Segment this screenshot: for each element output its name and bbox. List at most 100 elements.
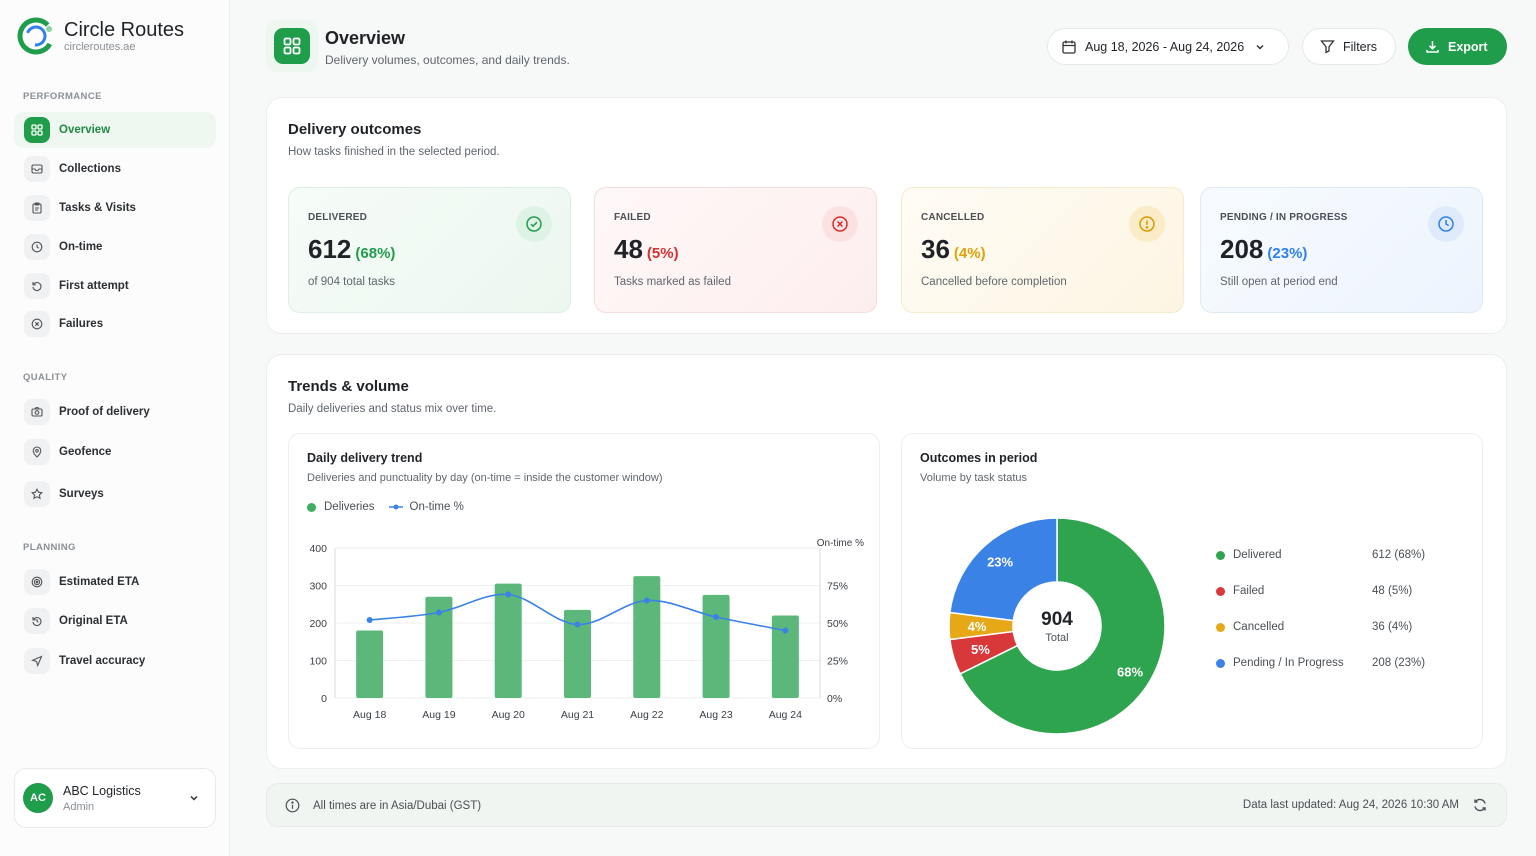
y-right-axis-title: On-time % <box>817 538 864 549</box>
sidebar-item-surveys[interactable]: Surveys <box>14 476 216 512</box>
y-right-tick-label: 25% <box>827 656 848 668</box>
on-time-point <box>435 609 442 616</box>
y-right-tick-label: 75% <box>827 581 848 593</box>
daily-trend-chart-card: Daily delivery trend Deliveries and punc… <box>288 433 880 749</box>
export-button[interactable]: Export <box>1408 28 1507 65</box>
sidebar-item-tasks-visits[interactable]: Tasks & Visits <box>14 190 216 226</box>
account-switcher[interactable]: AC ABC Logistics Admin <box>14 768 216 828</box>
on-time-point <box>366 617 373 623</box>
sidebar-item-label: On-time <box>59 241 103 253</box>
sidebar-item-on-time[interactable]: On-time <box>14 229 216 265</box>
page-icon <box>266 20 318 72</box>
stat-description: Still open at period end <box>1220 276 1338 288</box>
donut-total-value: 904 <box>1041 609 1073 630</box>
brand-name: Circle Routes <box>64 18 185 41</box>
slice-label: 23% <box>987 555 1013 570</box>
card-subtitle: Daily deliveries and status mix over tim… <box>288 403 497 415</box>
clock-icon <box>1428 206 1464 242</box>
stat-label: DELIVERED <box>308 212 368 223</box>
sidebar-item-estimated-eta[interactable]: Estimated ETA <box>14 564 216 600</box>
card-title: Delivery outcomes <box>288 121 422 138</box>
card-subtitle: How tasks finished in the selected perio… <box>288 146 500 158</box>
delivery-outcomes-card: Delivery outcomes How tasks finished in … <box>266 97 1507 334</box>
y-left-tick-label: 400 <box>309 543 327 555</box>
sidebar-item-label: Estimated ETA <box>59 576 140 588</box>
brand-url: circleroutes.ae <box>64 40 136 53</box>
bar-deliveries <box>494 583 522 698</box>
x-circle-icon <box>24 311 50 337</box>
sidebar-item-collections[interactable]: Collections <box>14 151 216 187</box>
info-icon <box>285 798 300 813</box>
camera-icon <box>24 399 50 425</box>
card-title: Trends & volume <box>288 378 409 395</box>
sidebar-item-overview[interactable]: Overview <box>14 112 216 148</box>
x-tick-label: Aug 19 <box>422 709 455 721</box>
slice-label: 4% <box>968 619 987 634</box>
donut-hole <box>1014 583 1100 669</box>
filters-button[interactable]: Filters <box>1302 28 1396 65</box>
legend-item-failed: Failed 48 (5%) <box>1216 585 1446 597</box>
bar-deliveries <box>564 609 591 698</box>
legend-dot <box>1216 550 1225 560</box>
chart-title: Outcomes in period <box>920 451 1038 465</box>
download-icon <box>1426 41 1439 53</box>
chart-subtitle: Volume by task status <box>920 472 1027 484</box>
target-icon <box>24 569 50 595</box>
legend-label-deliveries: Deliveries <box>324 501 375 513</box>
stat-card-delivered[interactable]: DELIVERED 612 (68%) of 904 total tasks <box>288 187 571 313</box>
stat-percent: (5%) <box>646 245 679 262</box>
legend-value: 36 (4%) <box>1372 621 1413 633</box>
sidebar-item-first-attempt[interactable]: First attempt <box>14 268 216 304</box>
inbox-icon <box>24 156 50 182</box>
y-left-tick-label: 0 <box>321 693 327 705</box>
legend-item-pending: Pending / In Progress 208 (23%) <box>1216 657 1446 669</box>
sidebar-item-geofence[interactable]: Geofence <box>14 434 216 470</box>
refresh-icon[interactable] <box>1472 797 1488 813</box>
stat-label: PENDING / IN PROGRESS <box>1220 212 1348 223</box>
legend-label-on-time: On-time % <box>409 501 464 513</box>
stat-card-failed[interactable]: FAILED 48 (5%) Tasks marked as failed <box>594 187 877 313</box>
page-title: Overview <box>325 28 406 48</box>
sidebar-item-label: Overview <box>59 124 111 136</box>
x-tick-label: Aug 24 <box>769 709 802 721</box>
sidebar-item-label: Original ETA <box>59 615 128 627</box>
sidebar-item-failures[interactable]: Failures <box>14 306 216 342</box>
sidebar-item-label: Collections <box>59 163 121 175</box>
legend-value: 208 (23%) <box>1372 657 1426 669</box>
y-left-tick-label: 200 <box>309 618 327 630</box>
bar-deliveries <box>702 594 730 698</box>
donut-slice-delivered <box>959 517 1166 735</box>
chart-subtitle: Deliveries and punctuality by day (on-ti… <box>307 472 663 484</box>
x-tick-label: Aug 18 <box>353 709 386 721</box>
x-tick-label: Aug 20 <box>492 709 525 721</box>
chart-title: Daily delivery trend <box>307 451 423 465</box>
deliveries-legend-dot <box>307 502 316 512</box>
bar-deliveries <box>425 596 453 698</box>
sidebar-item-travel-accuracy[interactable]: Travel accuracy <box>14 643 216 679</box>
stat-value: 48 (5%) <box>614 234 679 264</box>
sidebar-item-label: Geofence <box>59 446 112 458</box>
section-label-performance: PERFORMANCE <box>23 91 102 102</box>
legend-value: 48 (5%) <box>1372 585 1413 597</box>
trends-volume-card: Trends & volume Daily deliveries and sta… <box>266 354 1507 769</box>
stat-card-cancelled[interactable]: CANCELLED 36 (4%) Cancelled before comple… <box>901 187 1184 313</box>
y-right-tick-label: 50% <box>827 618 848 630</box>
grid-icon <box>24 117 50 143</box>
stat-description: Cancelled before completion <box>921 276 1067 288</box>
date-range-picker[interactable]: Aug 18, 2026 - Aug 24, 2026 <box>1047 28 1289 65</box>
sidebar-item-label: Tasks & Visits <box>59 202 136 214</box>
chevron-down-icon <box>1256 44 1264 50</box>
calendar-icon <box>1062 40 1076 54</box>
stat-value: 36 (4%) <box>921 234 986 264</box>
sidebar-item-original-eta[interactable]: Original ETA <box>14 603 216 639</box>
outcomes-chart-card: Outcomes in period Volume by task status… <box>901 433 1483 749</box>
sidebar-item-proof-of-delivery[interactable]: Proof of delivery <box>14 394 216 430</box>
section-label-planning: PLANNING <box>23 542 76 553</box>
star-icon <box>24 481 50 507</box>
brand[interactable]: Circle Routes circleroutes.ae <box>16 16 184 56</box>
legend-label: Failed <box>1233 585 1265 597</box>
legend-item-cancelled: Cancelled 36 (4%) <box>1216 621 1446 633</box>
stat-card-pending[interactable]: PENDING / IN PROGRESS 208 (23%) Still ope… <box>1200 187 1483 313</box>
check-circle-icon <box>516 206 552 242</box>
legend-label: Pending / In Progress <box>1233 657 1344 669</box>
